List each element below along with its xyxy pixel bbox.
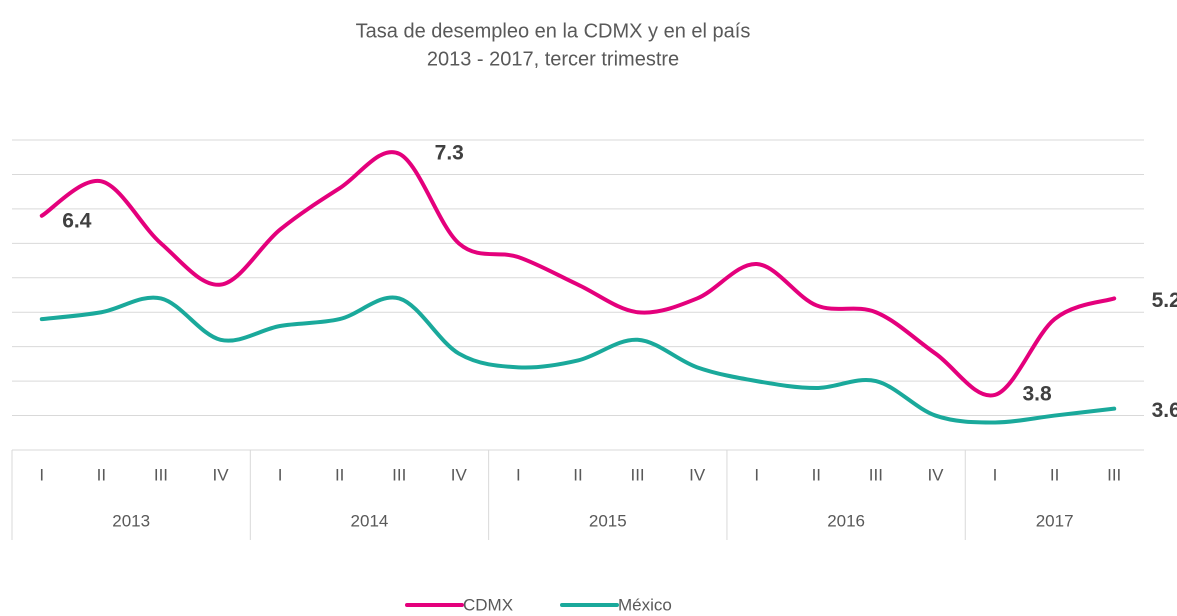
chart-title: Tasa de desempleo en la CDMX y en el paí… [356,20,751,42]
x-tick-label: III [1107,465,1121,484]
x-tick-label: III [869,465,883,484]
x-tick-label: IV [212,465,229,484]
data-label: 3.8 [1022,382,1052,405]
x-tick-label: I [516,465,521,484]
x-group-label: 2013 [112,511,150,530]
x-tick-label: IV [927,465,944,484]
x-tick-label: II [335,465,344,484]
x-tick-label: I [39,465,44,484]
data-label: 5.2 [1152,289,1177,312]
x-tick-label: IV [451,465,468,484]
x-tick-label: I [278,465,283,484]
data-label: 3.6 [1152,399,1177,422]
data-label: 6.4 [62,209,92,232]
series-line [39,295,1117,425]
x-tick-label: III [630,465,644,484]
x-group-label: 2017 [1036,511,1074,530]
legend-label: CDMX [463,595,513,614]
x-tick-label: II [97,465,106,484]
legend-label: México [618,595,672,614]
chart-subtitle: 2013 - 2017, tercer trimestre [427,48,679,70]
x-tick-label: II [573,465,582,484]
x-tick-label: II [1050,465,1059,484]
x-group-label: 2016 [827,511,865,530]
series-line [39,150,1117,398]
x-tick-label: III [392,465,406,484]
x-group-label: 2015 [589,511,627,530]
x-tick-label: I [993,465,998,484]
x-tick-label: III [154,465,168,484]
x-group-label: 2014 [351,511,389,530]
x-tick-label: I [754,465,759,484]
x-tick-label: II [812,465,821,484]
data-label: 7.3 [435,141,464,164]
x-tick-label: IV [689,465,706,484]
